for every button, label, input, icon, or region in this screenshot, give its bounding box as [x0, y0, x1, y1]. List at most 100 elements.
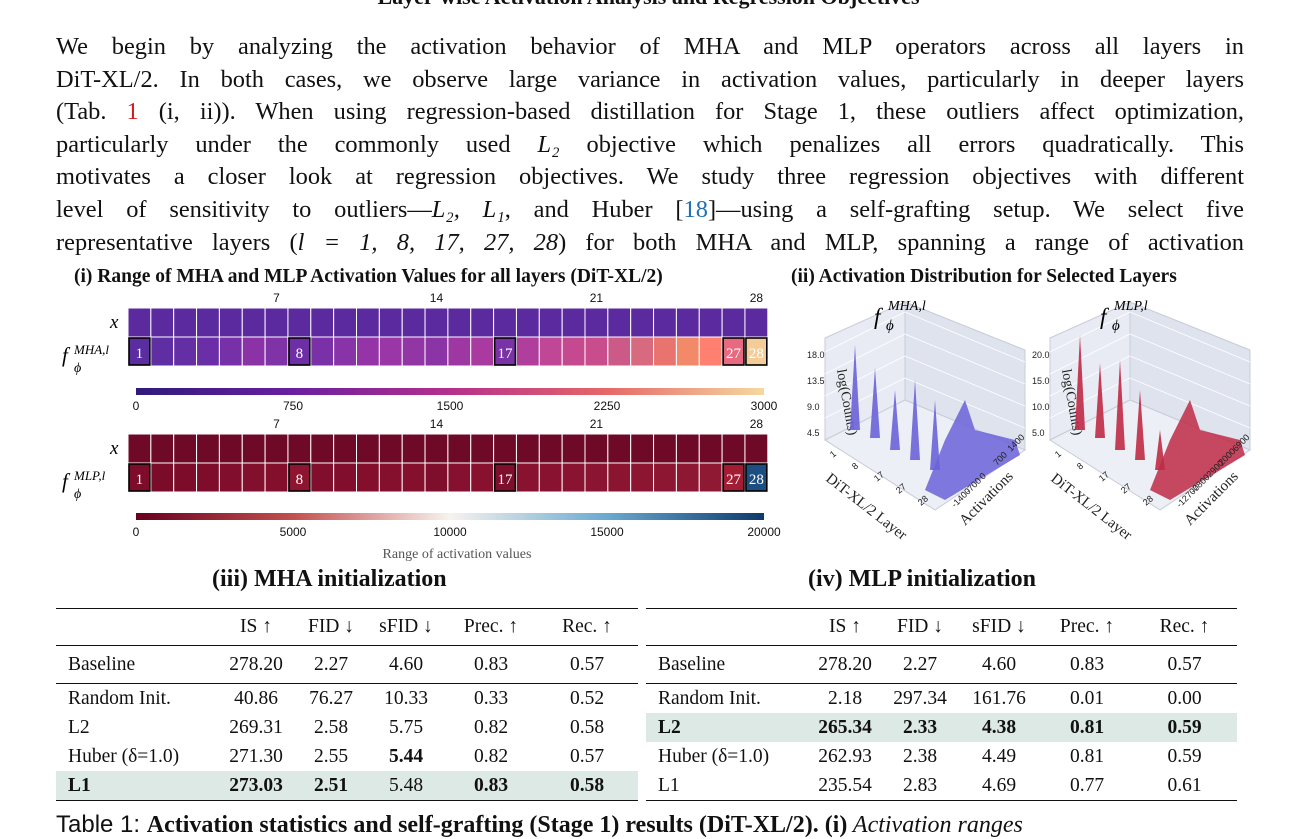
- table-cell: 269.31: [229, 716, 283, 738]
- mha-layer-tick: 27: [894, 481, 908, 495]
- mha-x-cell: [218, 307, 243, 338]
- mha-layer-cell: [173, 336, 198, 367]
- mha-results-table: IS ↑ FID ↓ sFID ↓ Prec. ↑ Rec. ↑ Baseline 278.…: [56, 608, 638, 801]
- mha-colorbar: [136, 388, 764, 395]
- mlp-layer-cell: [744, 462, 769, 493]
- table-cell: 0.82: [473, 745, 509, 767]
- mha-layer-cell: [218, 336, 243, 367]
- mha-x-cell: [584, 307, 609, 338]
- mha-x-cell: [287, 307, 312, 338]
- mlp-layer-cell: [538, 462, 563, 493]
- mlp-x-cell: [675, 433, 700, 464]
- para-line-7: representative layers (l = 1, 8, 17, 27,…: [56, 228, 1245, 256]
- mha-selected-layer-box: [745, 337, 768, 366]
- table-cell: 0.58: [536, 771, 638, 801]
- mlp-selected-layer-box: [128, 463, 151, 492]
- mha-layer-cell: [333, 336, 357, 367]
- table-cell: 0.57: [1132, 645, 1237, 684]
- row-label: L2: [68, 716, 90, 738]
- column-header: Rec. ↑: [536, 608, 638, 646]
- mlp-layer-cell: [150, 462, 175, 493]
- mlp-layer-tick: 27: [1119, 481, 1133, 495]
- mlp-layer-cell: [424, 462, 449, 493]
- mlp-layer-cell: [675, 462, 700, 493]
- para-line-5: motivates a closer look at regression ob…: [56, 163, 1244, 191]
- mlp-x-cell: [721, 433, 746, 464]
- row-label: L1: [646, 771, 806, 801]
- mlp-layer-tick: 28: [1141, 493, 1155, 507]
- mlp-x-cell: [630, 433, 655, 464]
- mha-layer-spike: [930, 400, 940, 470]
- mlp-layer-cell: [515, 462, 540, 493]
- svg-text:f: f: [62, 469, 71, 493]
- mha-colorbar-tick: 2250: [594, 399, 621, 413]
- mlp-x-cell: [470, 433, 495, 464]
- mha-z-tick: 13.5: [807, 376, 825, 386]
- table-caption: Table 1: Activation statistics and self-…: [56, 811, 1023, 838]
- mha-selected-layer-label: 28: [749, 346, 764, 362]
- mha-x-cell: [470, 307, 495, 338]
- mha-x-row-label: x: [109, 312, 119, 333]
- mlp-layer-spike: [1075, 335, 1085, 430]
- mha-x-cell: [424, 307, 449, 338]
- table-cell: 2.55: [313, 745, 349, 767]
- mha-distribution-surface: [925, 400, 1020, 500]
- mlp-layer-cell: [264, 462, 289, 493]
- mlp-x-cell: [150, 433, 175, 464]
- table-row: Baseline 278.20 2.27 4.60 0.83 0.57: [56, 645, 638, 684]
- mha-z-tick: 18.0: [807, 350, 825, 360]
- citation-link[interactable]: 18: [683, 195, 708, 223]
- mlp-layer-cell: [584, 462, 609, 493]
- mha-x-cell: [561, 307, 586, 338]
- table-cell: 5.48: [366, 771, 446, 801]
- table-ref-link[interactable]: 1: [126, 98, 139, 126]
- table-cell: 0.77: [1042, 771, 1132, 801]
- mlp-layer-cell: [561, 462, 586, 493]
- mlp-selected-layer-box: [745, 463, 768, 492]
- mlp-x-cell: [515, 433, 540, 464]
- mlp-table-title: (iv) MLP initialization: [808, 566, 1036, 592]
- table-cell: 0.57: [569, 745, 605, 767]
- mha-activation-tick: 0: [977, 471, 988, 482]
- mha-3d-plot: 18.013.59.04.5 log(Counts)18172728DiT-XL/…: [807, 301, 1027, 544]
- table-cell: 0.52: [569, 687, 605, 709]
- mha-layer-tick: 8: [850, 461, 860, 472]
- table-cell: 2.27: [296, 645, 366, 684]
- mha-selected-layer-box: [722, 337, 745, 366]
- mha-3d-title: f ϕ MHA,l: [874, 299, 926, 334]
- mlp-layer-spike: [1115, 360, 1125, 450]
- mha-x-cell: [675, 307, 700, 338]
- row-label: Random Init.: [68, 687, 171, 709]
- mha-table-title: (iii) MHA initialization: [212, 566, 447, 592]
- mha-layer-cell: [675, 336, 700, 367]
- mlp-layer-cell: [196, 462, 220, 493]
- table-cell: 2.38: [902, 745, 938, 767]
- mlp-layer-tick: 21: [590, 417, 604, 431]
- mha-x-cell: [630, 307, 655, 338]
- table-cell: 0.82: [473, 716, 509, 738]
- mlp-results-table: IS ↑ FID ↓ sFID ↓ Prec. ↑ Rec. ↑ Baseline 278.…: [646, 608, 1237, 801]
- table-cell: 4.60: [366, 645, 446, 684]
- mha-layer-cell: [584, 336, 609, 367]
- mlp-selected-layer-box: [722, 463, 745, 492]
- table-cell: 0.61: [1132, 771, 1237, 801]
- mlp-z-tick: 5.0: [1032, 428, 1045, 438]
- table-cell: 265.34: [806, 713, 884, 742]
- table-cell: 5.44: [388, 745, 424, 767]
- panel-ii-title: (ii) Activation Distribution for Selecte…: [791, 266, 1177, 287]
- panel-i-title: (i) Range of MHA and MLP Activation Valu…: [74, 266, 663, 287]
- mha-selected-layer-box: [493, 337, 517, 366]
- svg-text:f: f: [874, 304, 884, 329]
- mha-layer-cell: [470, 336, 495, 367]
- table-row: Huber (δ=1.0) 271.30 2.55 5.44 0.82 0.57: [56, 742, 638, 771]
- mha-selected-layer-label: 1: [136, 346, 144, 362]
- mha-layer-cell: [264, 336, 289, 367]
- table-cell: 2.51: [296, 771, 366, 801]
- mlp-x-cell: [538, 433, 563, 464]
- mlp-colorbar-tick: 15000: [590, 525, 624, 539]
- mlp-x-cell: [424, 433, 449, 464]
- table-cell: 0.01: [1069, 687, 1105, 709]
- table-cell: 0.83: [1042, 645, 1132, 684]
- table-cell: 10.33: [384, 687, 428, 709]
- table-cell: 2.27: [884, 645, 956, 684]
